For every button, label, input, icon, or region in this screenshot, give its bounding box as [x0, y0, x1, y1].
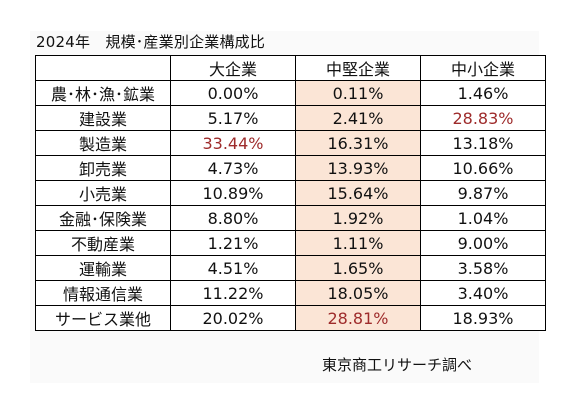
table-cell: 15.64%	[295, 180, 421, 206]
table-title: 2024年 規模･産業別企業構成比	[36, 33, 266, 51]
table-cell: 28.81%	[295, 305, 421, 331]
table-row: 製造業 33.44% 16.31% 13.18%	[35, 130, 546, 156]
table-row: 農･林･漁･鉱業 0.00% 0.11% 1.46%	[35, 80, 546, 106]
table-cell: 0.00%	[170, 80, 296, 106]
table-row: 金融･保険業 8.80% 1.92% 1.04%	[35, 205, 546, 231]
table-cell: 1.04%	[420, 205, 546, 231]
table-cell: 3.58%	[420, 255, 546, 281]
table-cell: 1.11%	[295, 230, 421, 256]
table-row: サービス業他 20.02% 28.81% 18.93%	[35, 305, 546, 331]
row-label: 卸売業	[35, 155, 171, 181]
table-cell: 1.65%	[295, 255, 421, 281]
row-label: 金融･保険業	[35, 205, 171, 231]
table-cell: 8.80%	[170, 205, 296, 231]
row-label: 不動産業	[35, 230, 171, 256]
table-cell: 13.93%	[295, 155, 421, 181]
header-row: 大企業 中堅企業 中小企業	[35, 55, 546, 81]
table-cell: 4.73%	[170, 155, 296, 181]
table-cell: 13.18%	[420, 130, 546, 156]
corner-cell	[35, 55, 171, 81]
table-row: 情報通信業 11.22% 18.05% 3.40%	[35, 280, 546, 306]
table-row: 建設業 5.17% 2.41% 28.83%	[35, 105, 546, 131]
row-label: 製造業	[35, 130, 171, 156]
table-cell: 1.21%	[170, 230, 296, 256]
table-cell: 9.87%	[420, 180, 546, 206]
row-label: 運輸業	[35, 255, 171, 281]
row-label: 農･林･漁･鉱業	[35, 80, 171, 106]
table-row: 卸売業 4.73% 13.93% 10.66%	[35, 155, 546, 181]
table-cell: 10.89%	[170, 180, 296, 206]
table-cell: 18.93%	[420, 305, 546, 331]
table-cell: 4.51%	[170, 255, 296, 281]
column-header-sme: 中小企業	[420, 55, 546, 81]
table-row: 不動産業 1.21% 1.11% 9.00%	[35, 230, 546, 256]
table-cell: 1.92%	[295, 205, 421, 231]
table-cell: 3.40%	[420, 280, 546, 306]
table-row: 小売業 10.89% 15.64% 9.87%	[35, 180, 546, 206]
table-row: 運輸業 4.51% 1.65% 3.58%	[35, 255, 546, 281]
composition-table: 大企業 中堅企業 中小企業 農･林･漁･鉱業 0.00% 0.11% 1.46% 建設業…	[35, 55, 546, 331]
table-cell: 5.17%	[170, 105, 296, 131]
table-cell: 9.00%	[420, 230, 546, 256]
table-cell: 16.31%	[295, 130, 421, 156]
table-cell: 20.02%	[170, 305, 296, 331]
column-header-large: 大企業	[170, 55, 296, 81]
table-cell: 10.66%	[420, 155, 546, 181]
table-cell: 33.44%	[170, 130, 296, 156]
table-cell: 11.22%	[170, 280, 296, 306]
row-label: 小売業	[35, 180, 171, 206]
table-cell: 2.41%	[295, 105, 421, 131]
table-cell: 1.46%	[420, 80, 546, 106]
row-label: サービス業他	[35, 305, 171, 331]
row-label: 建設業	[35, 105, 171, 131]
table-cell: 0.11%	[295, 80, 421, 106]
source-note: 東京商工リサーチ調べ	[322, 356, 473, 374]
table-cell: 18.05%	[295, 280, 421, 306]
row-label: 情報通信業	[35, 280, 171, 306]
column-header-midsize: 中堅企業	[295, 55, 421, 81]
table-cell: 28.83%	[420, 105, 546, 131]
